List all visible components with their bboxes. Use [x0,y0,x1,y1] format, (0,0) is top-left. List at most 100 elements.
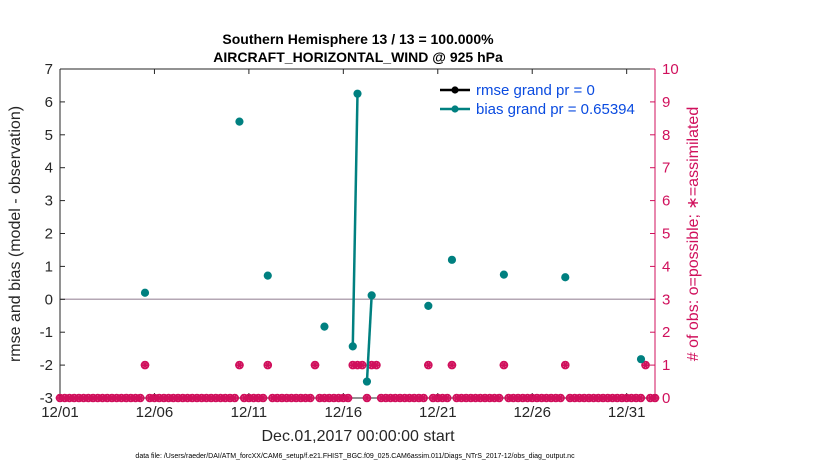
bias-point [636,355,646,364]
obs-asterisk-stroke [449,361,455,370]
bias-point [499,270,508,279]
bias-point [447,255,457,264]
obs-assimilated-marker [136,393,145,403]
y-tick-label: -3 [40,390,53,407]
obs-assimilated-marker [263,361,272,370]
obs-assimilated-marker [443,393,452,403]
y2-tick-label: 8 [662,127,670,144]
obs-asterisk-stroke [637,393,644,403]
obs-asterisk-stroke [264,361,271,370]
y2-tick-label: 5 [662,226,670,243]
legend: rmse grand pr = 0 bias grand pr = 0.65394 [440,82,635,118]
legend-rmse-marker [451,86,459,94]
obs-asterisk-stroke [359,361,366,370]
y2-tick-label: 6 [662,193,670,210]
obs-assimilated-marker [140,361,150,370]
obs-asterisk-stroke [142,361,148,370]
legend-bias-marker [451,105,459,113]
x-tick-label: 12/01 [41,404,79,421]
y-tick-label: 1 [45,258,53,275]
bias-point [320,322,329,331]
obs-assimilated-marker [343,393,353,403]
plot-layer: 12/01 12/06 12/11 12/16 12/21 12/26 12/31 -3 -2 -… [40,61,679,421]
obs-asterisk-stroke [312,361,318,370]
chart-title: Southern Hemisphere 13 / 13 = 100.000% [222,31,494,47]
y2-tick-label: 4 [662,258,670,275]
y2-tick-label: 10 [662,61,679,78]
obs-assimilated-marker [447,361,457,370]
obs-assimilated-marker [372,361,381,370]
obs-asterisk-stroke [345,393,351,403]
bias-point [353,89,362,98]
x-tick-label: 12/06 [136,404,174,421]
data-file-footer: data file: /Users/raeder/DAI/ATM_forcXX/… [135,453,575,460]
bias-point [362,377,372,386]
y2-axis-label: # of obs: o=possible; ∗=assimilated [685,107,702,361]
obs-asterisk-stroke [562,361,569,370]
bias-point [348,342,357,351]
obs-assimilated-marker [494,393,504,403]
y2-tick-label: 2 [662,324,670,341]
bias-point [367,291,376,300]
x-tick-label: 12/11 [231,404,267,421]
bias-line-segment [351,93,359,347]
obs-assimilated-marker [230,393,239,403]
obs-asterisk-stroke [231,393,238,403]
legend-bias-label: bias grand pr = 0.65394 [476,101,635,118]
obs-asterisk-stroke [557,393,564,403]
obs-assimilated-marker [306,393,315,403]
y2-tick-label: 7 [662,160,670,177]
obs-asterisk-stroke [260,393,266,403]
y-tick-label: 4 [45,160,53,177]
obs-assimilated-marker [556,393,565,403]
bias-point [235,117,244,126]
bias-point [140,288,150,297]
obs-assimilated-marker [636,393,646,403]
y-tick-label: 5 [45,127,53,144]
obs-assimilated-marker [419,393,428,403]
x-tick-label: 12/31 [608,404,646,421]
y2-tick-label: 3 [662,291,670,308]
y-tick-label: -2 [40,357,53,374]
bias-point [561,273,570,282]
y2-tick-label: 1 [662,357,670,374]
obs-asterisk-stroke [137,393,144,403]
obs-assimilated-marker [310,361,320,370]
x-tick-label: 12/16 [325,404,363,421]
legend-rmse-label: rmse grand pr = 0 [476,82,595,99]
obs-asterisk-stroke [496,393,503,403]
y-tick-label: 6 [45,94,53,111]
obs-assimilated-marker [362,393,372,403]
y-tick-label: 7 [45,61,53,78]
obs-asterisk-stroke [420,393,427,403]
y-tick-label: 2 [45,226,53,243]
obs-assimilated-marker [561,361,570,370]
obs-assimilated-marker [358,361,367,370]
bias-point [424,301,433,310]
obs-asterisk-stroke [373,361,380,370]
obs-asterisk-stroke [307,393,314,403]
x-tick-label: 12/26 [513,404,551,421]
bias-point [263,271,272,280]
obs-asterisk-stroke [236,361,243,370]
y-axis-label: rmse and bias (model - observation) [7,106,24,362]
obs-asterisk-stroke [652,393,658,403]
obs-assimilated-marker [235,361,244,370]
obs-assimilated-marker [424,361,433,370]
y-tick-label: -1 [40,324,53,341]
y-tick-label: 0 [45,291,53,308]
obs-assimilated-marker [641,361,650,370]
obs-asterisk-stroke [364,393,370,403]
obs-asterisk-stroke [642,361,649,370]
obs-assimilated-marker [650,393,660,403]
y-tick-label: 3 [45,193,53,210]
obs-asterisk-stroke [444,393,451,403]
obs-assimilated-marker [499,361,509,370]
y2-tick-label: 9 [662,94,670,111]
obs-assimilated-marker [258,393,268,403]
obs-asterisk-stroke [425,361,432,370]
bias-line-segment [365,295,373,382]
y2-tick-label: 0 [662,390,670,407]
